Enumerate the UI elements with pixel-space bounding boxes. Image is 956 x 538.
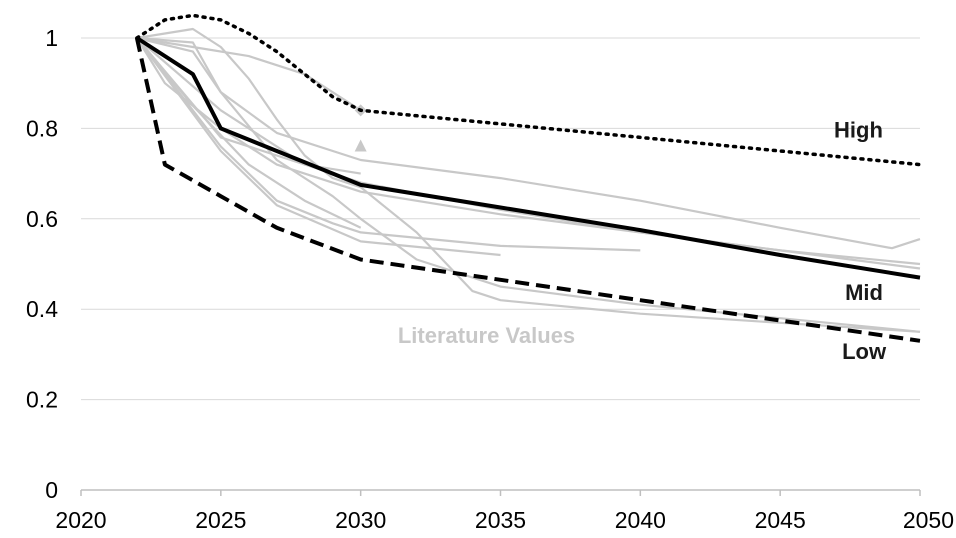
literature-line-8 xyxy=(135,37,921,266)
x-tick-label: 2035 xyxy=(475,507,526,533)
y-tick-label: 0.6 xyxy=(26,206,58,232)
literature-marker-triangle xyxy=(354,139,367,152)
literature-line-7 xyxy=(136,37,362,229)
literature-values-label: Literature Values xyxy=(398,323,575,348)
series-line-low xyxy=(134,37,921,343)
literature-line-4 xyxy=(136,37,641,252)
y-tick-label: 0.4 xyxy=(26,296,58,322)
series-label-mid: Mid xyxy=(845,280,883,305)
series-label-high: High xyxy=(834,117,883,142)
scenario-lines xyxy=(134,13,922,343)
y-tick-label: 0.2 xyxy=(26,387,58,413)
y-tick-label: 0 xyxy=(45,477,58,503)
y-tick-label: 1 xyxy=(45,25,58,51)
labels: 0 0.2 0.4 0.6 0.8 1 2020 2025 2030 2035 2040 2045 20… xyxy=(26,25,954,533)
literature-line-6 xyxy=(136,37,501,257)
literature-line-9 xyxy=(136,36,362,112)
x-tick-label: 2025 xyxy=(195,507,246,533)
x-tick-label: 2045 xyxy=(755,507,806,533)
x-tick-label: 2020 xyxy=(55,507,106,533)
literature-line-2 xyxy=(136,37,921,270)
x-tick-label: 2040 xyxy=(615,507,666,533)
series-label-low: Low xyxy=(842,339,887,364)
x-tick-label: 2030 xyxy=(335,507,386,533)
series-line-high xyxy=(135,13,922,167)
y-tick-label: 0.8 xyxy=(26,115,58,141)
literature-line-10 xyxy=(136,37,361,175)
x-tick-label: 2050 xyxy=(903,507,954,533)
literature-line-5 xyxy=(136,36,921,333)
series-line-mid xyxy=(135,36,921,280)
axes xyxy=(80,489,921,496)
literature-lines xyxy=(135,27,921,333)
literature-line-1 xyxy=(136,36,921,250)
